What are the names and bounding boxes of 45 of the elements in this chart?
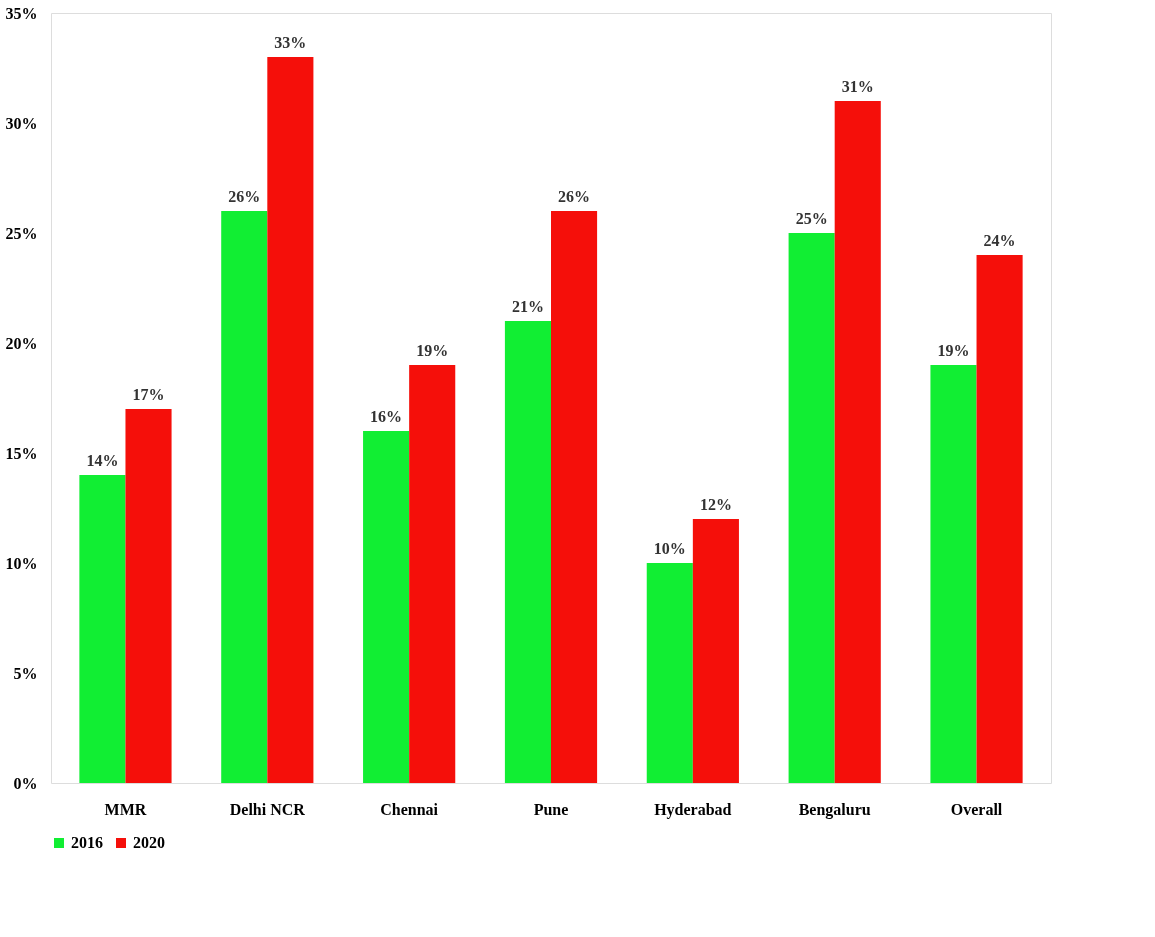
bar (976, 255, 1023, 783)
bar (79, 475, 126, 783)
data-label: 16% (370, 408, 403, 425)
y-tick-label: 20% (5, 334, 38, 352)
y-tick-label: 5% (13, 664, 38, 682)
bar (692, 519, 739, 783)
bar (221, 211, 268, 783)
bar (125, 409, 172, 783)
data-label: 10% (653, 540, 686, 557)
legend-label: 2016 (71, 834, 103, 851)
bar (504, 321, 551, 783)
y-tick-label: 35% (5, 4, 38, 22)
data-label: 19% (416, 342, 449, 359)
x-tick-label: Bengaluru (798, 800, 871, 819)
data-label: 17% (132, 386, 165, 403)
x-tick-label: Pune (533, 800, 569, 818)
data-label: 26% (228, 188, 261, 205)
x-tick-label: Hyderabad (654, 800, 732, 819)
data-label: 31% (841, 78, 874, 95)
data-label: 12% (699, 496, 732, 513)
y-tick-label: 0% (13, 774, 38, 792)
y-tick-label: 10% (5, 554, 38, 572)
bar (551, 211, 598, 783)
y-tick-label: 15% (5, 444, 38, 462)
bar (930, 365, 977, 783)
legend-label: 2020 (133, 834, 165, 851)
bar (646, 563, 693, 783)
x-tick-label: Chennai (380, 800, 439, 818)
data-label: 24% (983, 232, 1016, 249)
x-tick-label: Overall (950, 800, 1003, 818)
x-tick-label: Delhi NCR (229, 800, 306, 818)
data-label: 14% (86, 452, 119, 469)
y-tick-label: 30% (5, 114, 38, 132)
data-label: 26% (558, 188, 591, 205)
bar (267, 57, 314, 783)
bar (788, 233, 835, 783)
data-label: 21% (511, 298, 544, 315)
bar (409, 365, 456, 783)
bar (363, 431, 410, 783)
x-tick-label: MMR (104, 800, 147, 818)
data-label: 33% (274, 34, 307, 51)
bar (834, 101, 881, 783)
data-label: 25% (795, 210, 828, 227)
y-tick-label: 25% (5, 224, 38, 242)
data-label: 19% (937, 342, 970, 359)
